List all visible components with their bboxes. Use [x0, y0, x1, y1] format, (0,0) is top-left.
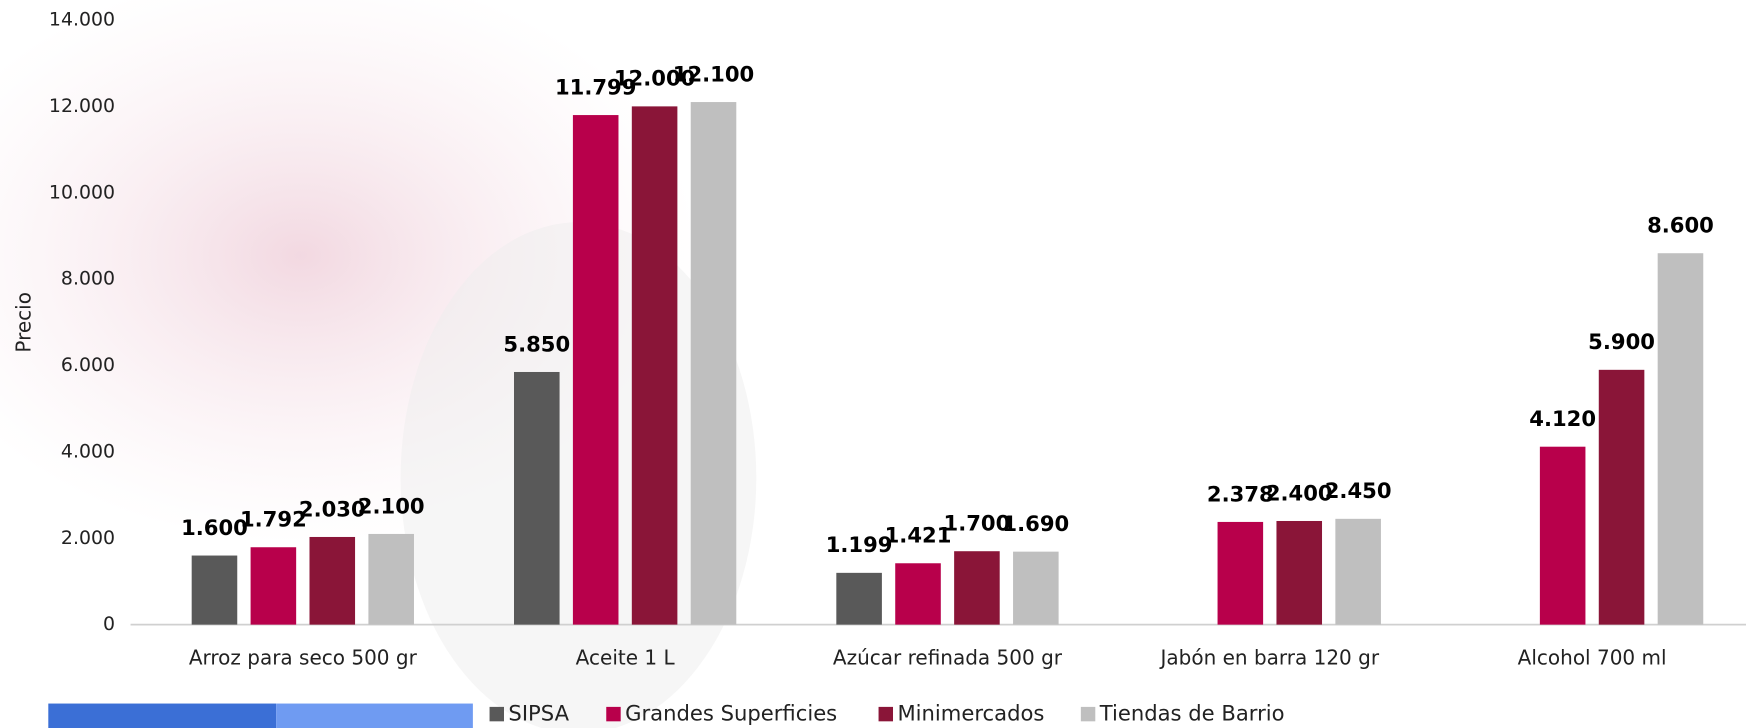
bar — [1013, 551, 1059, 625]
y-tick-label: 6.000 — [61, 354, 115, 376]
legend-swatch — [489, 706, 504, 722]
data-label: 1.792 — [240, 507, 307, 532]
y-tick-label: 4.000 — [61, 440, 115, 462]
bar — [895, 563, 941, 625]
legend-label: Tiendas de Barrio — [1099, 701, 1285, 726]
data-label: 2.450 — [1325, 478, 1392, 503]
bar — [1335, 518, 1381, 625]
y-axis-title: Precio — [11, 292, 35, 353]
legend-label: SIPSA — [508, 701, 569, 726]
data-label: 1.600 — [181, 515, 248, 540]
data-label: 5.900 — [1588, 329, 1655, 354]
bar — [1657, 253, 1704, 625]
legend-swatch — [1080, 706, 1096, 722]
bar — [572, 115, 619, 625]
x-tick-label: Azúcar refinada 500 gr — [833, 646, 1063, 670]
data-label: 2.378 — [1207, 481, 1274, 506]
bar — [1539, 446, 1586, 625]
bar — [690, 102, 737, 625]
data-label: 8.600 — [1647, 213, 1714, 238]
legend-label: Grandes Superficies — [625, 701, 837, 726]
data-label: 1.421 — [885, 523, 952, 548]
bar — [1598, 369, 1645, 625]
data-label: 1.690 — [1002, 511, 1069, 536]
bar — [309, 536, 356, 625]
bar — [954, 551, 1000, 625]
data-label: 5.850 — [503, 331, 570, 356]
data-label: 12.000 — [614, 66, 695, 91]
bar — [250, 547, 297, 625]
legend-swatch — [606, 706, 621, 722]
x-tick-label: Arroz para seco 500 gr — [189, 646, 418, 670]
x-tick-label: Aceite 1 L — [576, 646, 676, 670]
data-label: 2.030 — [299, 496, 366, 521]
y-tick-label: 12.000 — [49, 95, 115, 117]
y-tick-label: 10.000 — [49, 181, 115, 203]
data-label: 2.400 — [1266, 480, 1333, 505]
bar — [514, 371, 560, 625]
y-tick-label: 14.000 — [49, 9, 115, 31]
legend-swatch — [878, 706, 894, 722]
y-tick-label: 8.000 — [61, 268, 115, 290]
bar — [631, 106, 678, 625]
legend-label: Minimercados — [897, 701, 1044, 726]
data-label: 12.100 — [673, 61, 754, 86]
data-label: 11.799 — [555, 74, 636, 99]
bar — [191, 555, 238, 625]
data-label: 4.120 — [1529, 406, 1596, 431]
bar — [1217, 521, 1264, 625]
footer-decoration — [276, 703, 473, 728]
footer-decoration — [48, 703, 277, 728]
bar — [368, 533, 414, 625]
x-tick-label: Alcohol 700 ml — [1518, 646, 1667, 670]
data-label: 1.199 — [826, 532, 893, 557]
data-label: 2.100 — [358, 493, 425, 518]
y-tick-label: 0 — [103, 613, 115, 635]
x-tick-label: Jabón en barra 120 gr — [1158, 646, 1379, 670]
bar — [1276, 520, 1323, 625]
data-label: 1.700 — [944, 511, 1011, 536]
y-tick-label: 2.000 — [61, 527, 115, 549]
bar — [836, 572, 882, 625]
